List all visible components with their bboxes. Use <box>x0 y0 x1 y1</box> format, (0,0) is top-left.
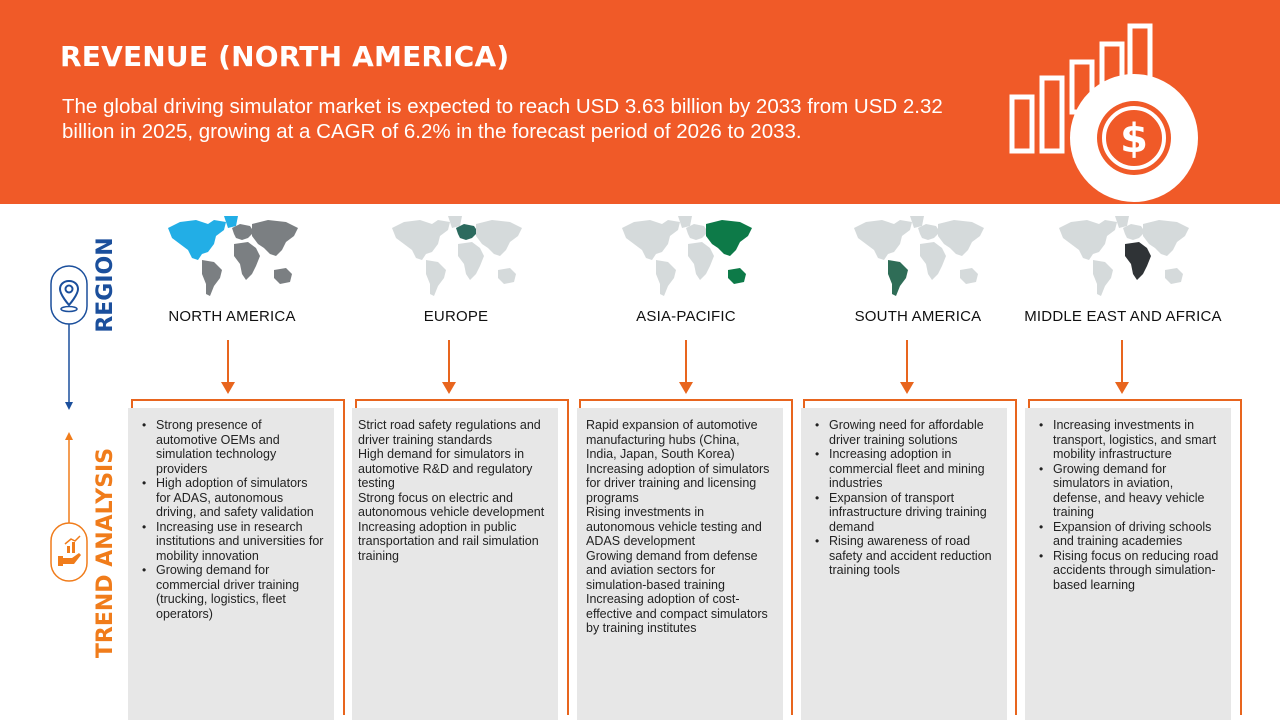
middle-east-africa-map <box>1059 216 1189 296</box>
arrow-down-icon <box>900 340 914 394</box>
trend-list: Growing need for affordable driver train… <box>801 408 1007 578</box>
trend-item: Increasing adoption of simulators for dr… <box>586 461 770 505</box>
page-title: REVENUE (NORTH AMERICA) <box>60 40 510 73</box>
trend-item: High adoption of simulators for ADAS, au… <box>134 476 324 520</box>
europe-map <box>392 216 522 296</box>
asia-pacific-map <box>622 216 752 296</box>
trend-item: Strict road safety regulations and drive… <box>358 418 541 447</box>
trend-card-middle-east-africa: Increasing investments in transport, log… <box>1025 408 1231 720</box>
trend-item: Rising focus on reducing road accidents … <box>1031 549 1221 593</box>
region-column-asia-pacific: ASIA-PACIFIC <box>581 214 791 325</box>
region-column-north-america: NORTH AMERICA <box>127 214 337 325</box>
trend-analysis-side-label: TREND ANALYSIS <box>93 447 118 659</box>
header-banner: REVENUE (NORTH AMERICA) The global drivi… <box>0 0 1280 204</box>
trend-item: Growing demand from defense and aviation… <box>586 548 758 592</box>
svg-text:$: $ <box>1120 116 1148 162</box>
location-pin-icon <box>50 265 88 325</box>
trend-item: Rising investments in autonomous vehicle… <box>586 505 762 548</box>
trend-item: Increasing adoption of cost-effective an… <box>586 592 768 635</box>
trend-item: Increasing adoption in public transporta… <box>358 519 539 563</box>
trend-item: Growing demand for commercial driver tra… <box>134 563 324 621</box>
region-name: ASIA-PACIFIC <box>636 308 736 325</box>
region-column-south-america: SOUTH AMERICA <box>813 214 1023 325</box>
north-america-map <box>168 216 298 296</box>
trend-item: Rapid expansion of automotive manufactur… <box>586 418 758 461</box>
arrow-down-icon <box>1115 340 1129 394</box>
trend-item: Strong focus on electric and autonomous … <box>358 490 545 520</box>
region-name: MIDDLE EAST AND AFRICA <box>1024 308 1222 325</box>
card-frame <box>579 399 793 715</box>
arrow-down-icon <box>679 340 693 394</box>
region-column-middle-east-africa: MIDDLE EAST AND AFRICA <box>1018 214 1228 325</box>
trend-item: Expansion of transport infrastructure dr… <box>807 491 997 535</box>
region-column-europe: EUROPE <box>351 214 561 325</box>
trend-list: Increasing investments in transport, log… <box>1025 408 1231 592</box>
trend-card-south-america: Growing need for affordable driver train… <box>801 408 1007 720</box>
trend-item: Expansion of driving schools and trainin… <box>1031 520 1221 549</box>
region-name: NORTH AMERICA <box>168 308 296 325</box>
trend-item: High demand for simulators in automotive… <box>358 447 533 490</box>
trend-card-asia-pacific: Rapid expansion of automotive manufactur… <box>577 408 783 720</box>
trend-item: Growing need for affordable driver train… <box>807 418 997 447</box>
trend-list: Strong presence of automotive OEMs and s… <box>128 408 334 621</box>
trend-list: Rapid expansion of automotive manufactur… <box>577 408 783 636</box>
side-rail <box>65 322 73 524</box>
trend-card-europe: Strict road safety regulations and drive… <box>352 408 558 720</box>
region-name: EUROPE <box>423 308 489 325</box>
card-frame <box>1028 399 1242 715</box>
trend-item: Increasing adoption in commercial fleet … <box>807 447 997 491</box>
card-frame <box>355 399 569 715</box>
trend-list: Strict road safety regulations and drive… <box>352 408 558 563</box>
region-side-label: REGION <box>93 237 118 333</box>
card-frame <box>131 399 345 715</box>
trend-item: Growing demand for simulators in aviatio… <box>1031 462 1221 520</box>
trend-item: Increasing use in research institutions … <box>134 520 324 564</box>
region-name: SOUTH AMERICA <box>854 308 982 325</box>
trend-hand-icon <box>50 522 88 582</box>
trend-item: Rising awareness of road safety and acci… <box>807 534 997 578</box>
market-summary: The global driving simulator market is e… <box>62 95 943 143</box>
trend-card-north-america: Strong presence of automotive OEMs and s… <box>128 408 334 720</box>
revenue-growth-dollar-icon: $ <box>1009 23 1198 202</box>
trend-item: Strong presence of automotive OEMs and s… <box>134 418 324 476</box>
trend-item: Increasing investments in transport, log… <box>1031 418 1221 462</box>
arrow-down-icon <box>442 340 456 394</box>
south-america-map <box>854 216 984 296</box>
card-frame <box>803 399 1017 715</box>
arrow-down-icon <box>221 340 235 394</box>
